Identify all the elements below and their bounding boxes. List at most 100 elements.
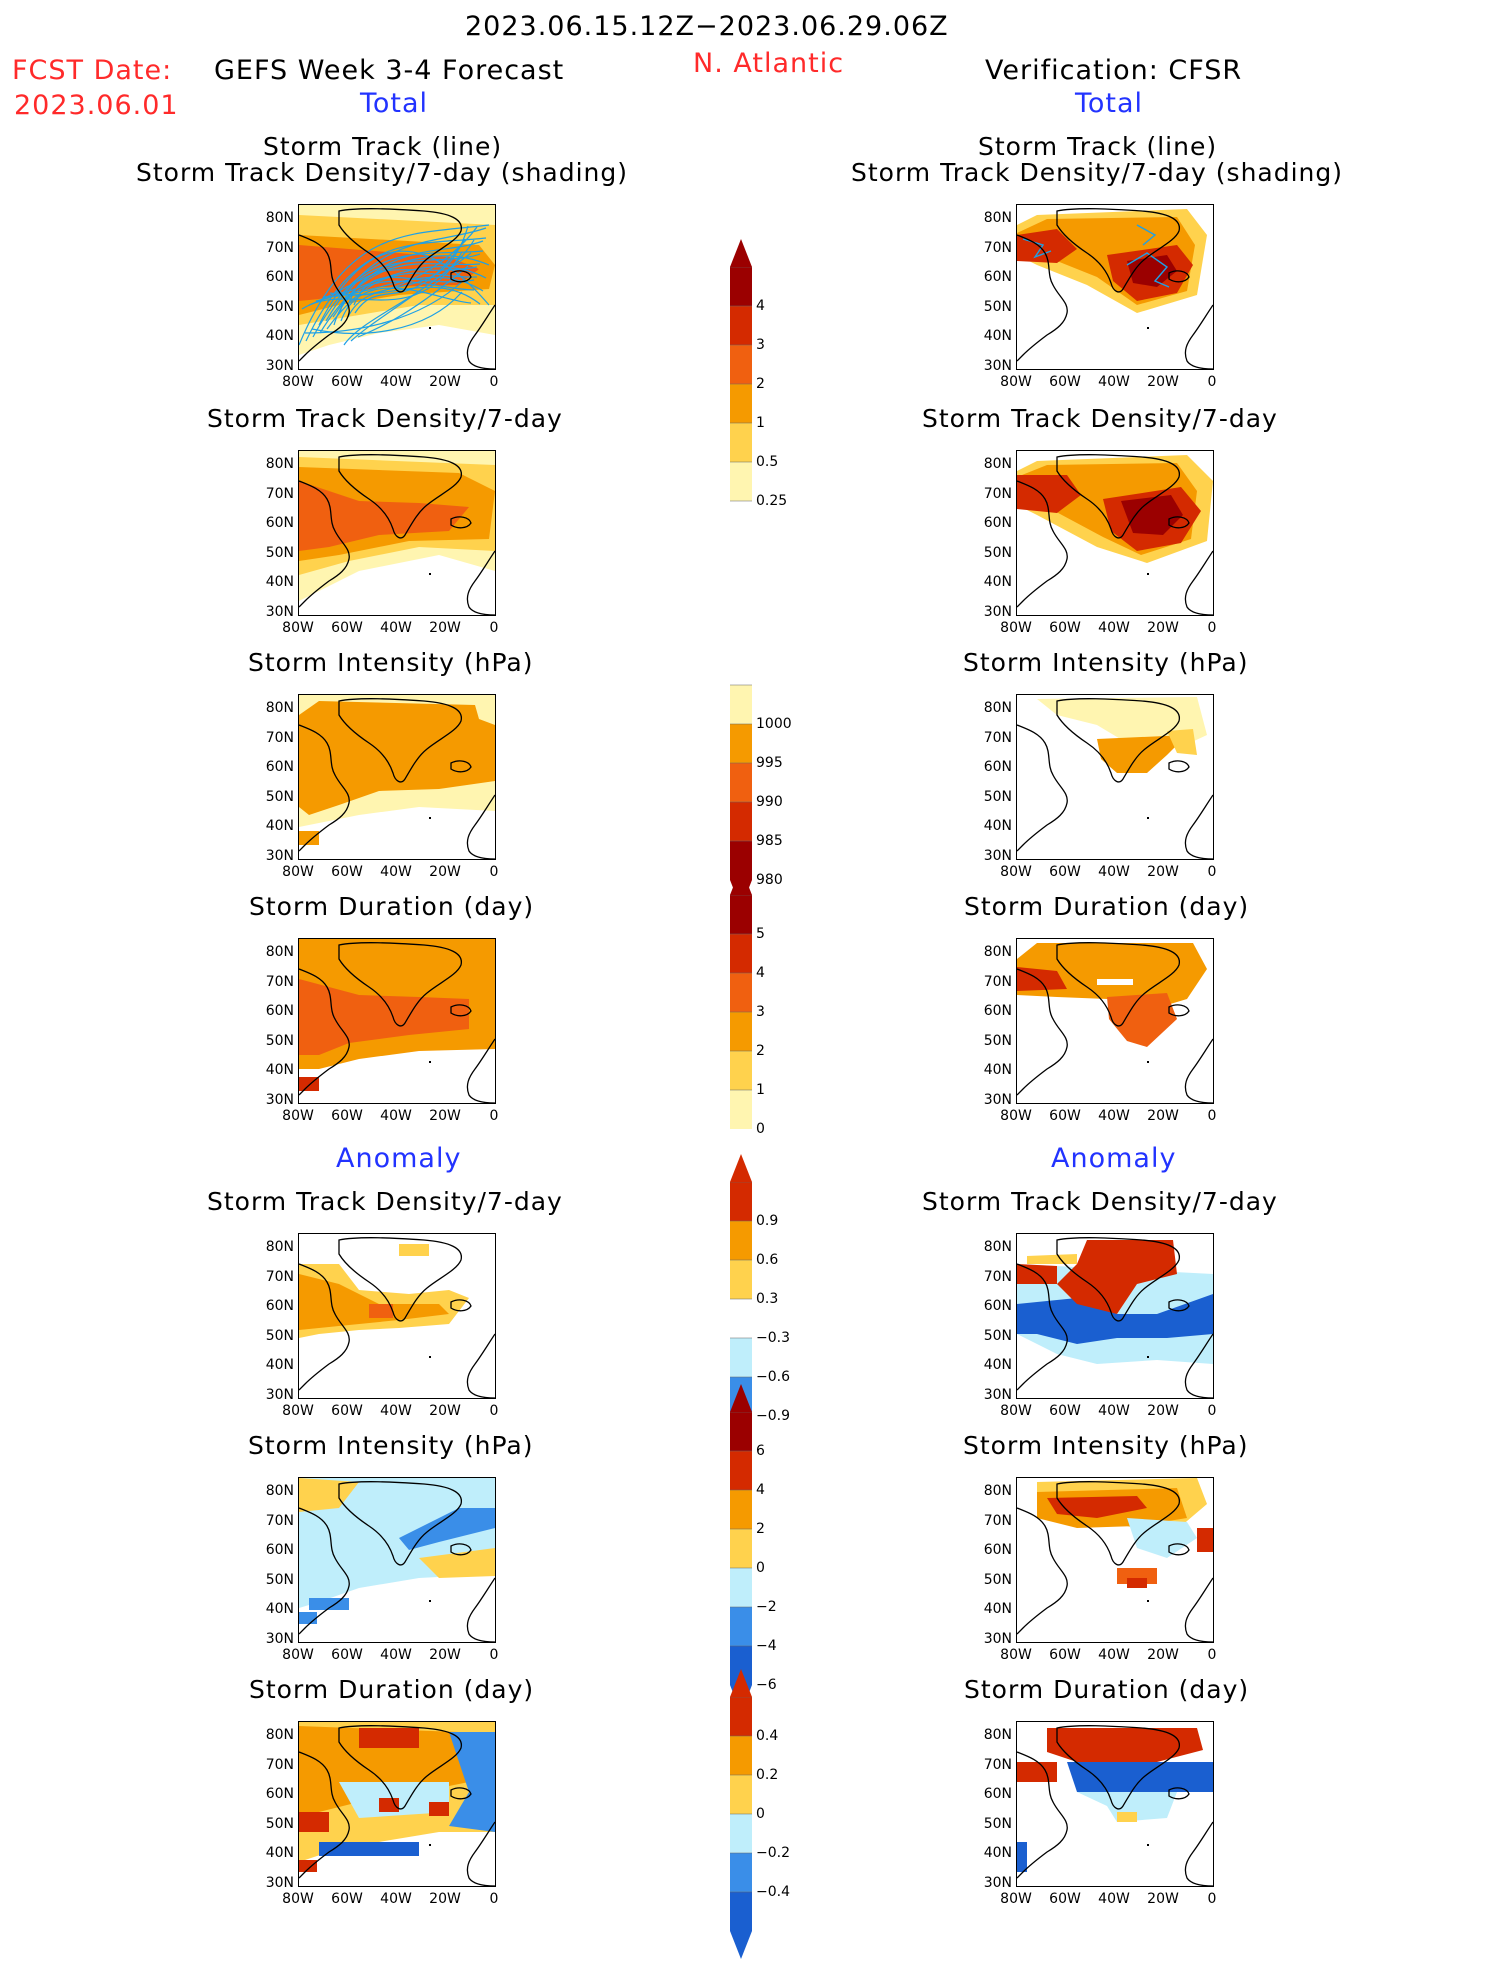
colorbar-segment (730, 1490, 752, 1529)
greenland-coast (1056, 1481, 1180, 1566)
lon-tick-label: 40W (380, 1891, 412, 1907)
colorbar-segment (730, 841, 752, 880)
colorbar-label: 0.9 (756, 1213, 779, 1229)
map-panel-vf-duration (1016, 938, 1214, 1104)
lon-tick-label: 0 (489, 374, 499, 390)
canada-coast (1017, 234, 1068, 362)
forecast-anomaly-label: Anomaly (336, 1143, 462, 1174)
colorbar-label: 5 (756, 926, 765, 942)
storm-track-line (305, 237, 487, 342)
storm-track-line (336, 226, 478, 296)
lat-tick-label: 30N (983, 1091, 1012, 1108)
iceland-coast (450, 1543, 472, 1556)
colorbar-label: 2 (756, 1043, 765, 1059)
lon-tick-label: 40W (1098, 864, 1130, 880)
lon-tick-label: 80W (282, 620, 314, 636)
storm-track-line (319, 263, 481, 334)
lon-tick-label: 80W (282, 1403, 314, 1419)
lat-tick-label: 50N (983, 1327, 1012, 1344)
lon-tick-label: 60W (1049, 864, 1081, 880)
lon-tick-label: 20W (429, 374, 461, 390)
colorbar-segment (730, 1568, 752, 1607)
europe-coast (466, 794, 495, 859)
storm-track-line (332, 240, 484, 318)
shade-yellow (1037, 697, 1207, 747)
lon-tick-label: 60W (331, 1108, 363, 1124)
storm-track-line (325, 227, 487, 322)
lon-tick-label: 40W (380, 620, 412, 636)
lat-tick-label: 70N (983, 1756, 1012, 1773)
storm-track-line (312, 250, 484, 338)
lon-tick-label: 0 (1207, 374, 1217, 390)
lon-tick-label: 40W (1098, 374, 1130, 390)
lat-tick-label: 40N (265, 574, 294, 590)
colorbar-label: 2 (756, 376, 765, 392)
storm-track-line (343, 239, 475, 346)
colorbar-label: −0.4 (756, 1884, 790, 1900)
lat-tick-label: 80N (265, 1239, 294, 1255)
storm-track-line (299, 224, 490, 346)
map-panel-fc-duration (298, 938, 496, 1104)
europe-coast (466, 1577, 495, 1642)
lon-tick-label: 80W (282, 1108, 314, 1124)
verification-title: Verification: CFSR (985, 55, 1243, 86)
iceland-coast (450, 270, 472, 283)
lat-tick-label: 80N (983, 210, 1012, 226)
lon-tick-label: 80W (282, 374, 314, 390)
canada-coast (1017, 1751, 1068, 1879)
greenland-coast (338, 454, 462, 539)
lat-tick-label: 50N (983, 1032, 1012, 1049)
map-panel-fc-duration-anom (298, 1721, 496, 1887)
colorbar-arrow-top (730, 1154, 752, 1182)
colorbar-segment (730, 1090, 752, 1129)
lat-tick-label: 60N (983, 269, 1012, 285)
colorbar-label: 0.5 (756, 454, 779, 470)
lat-tick-label: 60N (265, 1298, 294, 1314)
colorbar-label: 0 (756, 1121, 765, 1137)
storm-track-line (1136, 224, 1157, 246)
lat-tick-label: 50N (983, 298, 1012, 315)
storm-track-line (354, 238, 466, 314)
lon-tick-label: 60W (331, 1403, 363, 1419)
iceland-coast (450, 1787, 472, 1800)
map-panel-vf-track (1016, 204, 1214, 370)
europe-coast (466, 1038, 495, 1103)
canada-coast (1017, 1263, 1068, 1391)
colorbar-label: 6 (756, 1443, 765, 1459)
colorbar-arrow-top (730, 867, 752, 895)
colorbar-segment (730, 1012, 752, 1051)
lon-tick-label: 0 (489, 864, 499, 880)
europe-coast (1184, 1821, 1213, 1886)
colorbar-segment (730, 1607, 752, 1646)
lat-tick-label: 30N (265, 847, 294, 864)
lon-tick-label: 0 (1207, 1403, 1217, 1419)
iceland-coast (1168, 760, 1190, 773)
lat-tick-label: 40N (265, 1601, 294, 1617)
lon-tick-label: 20W (429, 620, 461, 636)
canada-coast (1017, 724, 1068, 852)
lat-tick-label: 60N (983, 515, 1012, 531)
europe-coast (1184, 794, 1213, 859)
shade-red (1057, 1240, 1177, 1314)
lat-tick-label: 40N (265, 1062, 294, 1078)
shade-yellow2 (1167, 729, 1197, 755)
canada-coast (1017, 968, 1068, 1096)
shade-yellow2 (419, 1548, 495, 1578)
europe-coast (466, 550, 495, 615)
lat-tick-label: 50N (265, 1571, 294, 1588)
europe-coast (1184, 550, 1213, 615)
lon-tick-label: 40W (1098, 1108, 1130, 1124)
lat-tick-label: 60N (265, 1542, 294, 1558)
colorbar-segment (730, 384, 752, 423)
lat-tick-label: 60N (983, 1542, 1012, 1558)
colorbar-segment (730, 685, 752, 724)
lat-tick-label: 80N (265, 700, 294, 716)
colorbar-label: −0.6 (756, 1369, 790, 1385)
europe-coast (466, 1333, 495, 1398)
lon-tick-label: 80W (1000, 1891, 1032, 1907)
lat-tick-label: 30N (265, 1630, 294, 1647)
shade-yellow (299, 1478, 359, 1512)
lat-tick-label: 50N (983, 1815, 1012, 1832)
europe-coast (1184, 1038, 1213, 1103)
lat-tick-label: 40N (265, 328, 294, 344)
